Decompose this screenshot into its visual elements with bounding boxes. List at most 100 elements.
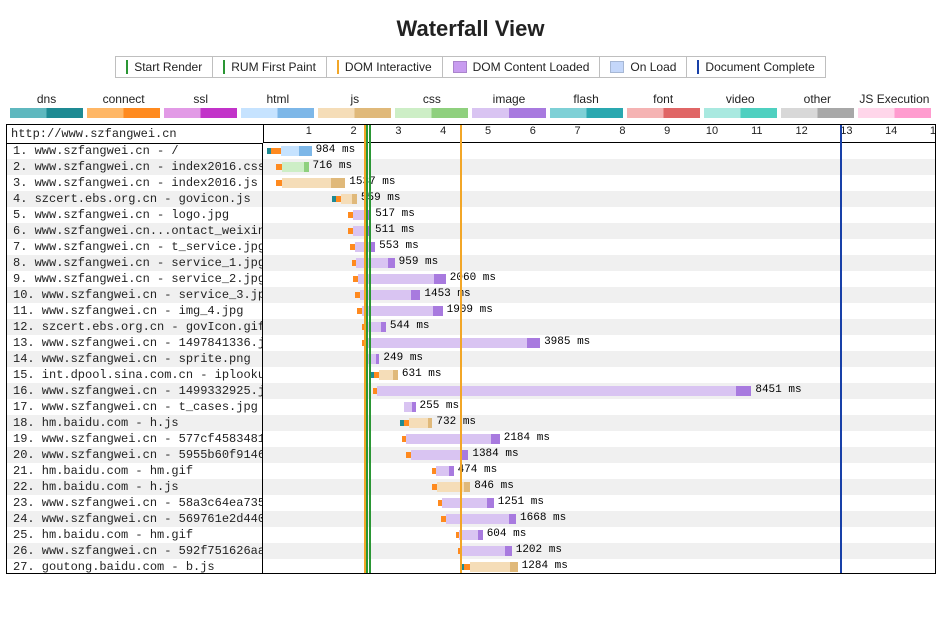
type-legend-bar — [627, 108, 700, 118]
timing-segment — [376, 354, 379, 364]
waterfall-row[interactable]: 8. www.szfangwei.cn - service_1.jpg959 m… — [7, 255, 935, 271]
type-legend-item: js — [318, 92, 391, 118]
timing-segment — [282, 178, 331, 188]
duration-label: 732 ms — [436, 416, 476, 428]
timing-segment — [404, 402, 412, 412]
axis-tick: 9 — [664, 125, 670, 137]
duration-label: 2060 ms — [450, 272, 496, 284]
timing-segment — [304, 162, 308, 172]
axis-tick: 14 — [885, 125, 897, 137]
timing-segment — [510, 562, 518, 572]
type-legend-label: connect — [87, 92, 160, 106]
timing-segment — [362, 306, 434, 316]
type-legend-item: other — [781, 92, 854, 118]
event-legend: Start Render RUM First Paint DOM Interacti… — [6, 56, 935, 78]
duration-label: 511 ms — [375, 224, 415, 236]
waterfall-row[interactable]: 14. www.szfangwei.cn - sprite.png249 ms — [7, 351, 935, 367]
legend-swatch — [126, 60, 128, 74]
waterfall-row[interactable]: 1. www.szfangwei.cn - /984 ms — [7, 143, 935, 159]
legend-label: DOM Content Loaded — [473, 60, 590, 74]
waterfall-row[interactable]: 21. hm.baidu.com - hm.gif474 ms — [7, 463, 935, 479]
waterfall-row[interactable]: 16. www.szfangwei.cn - 1499332925.jpg 845… — [7, 383, 935, 399]
row-label: 10. www.szfangwei.cn - service_3.jpg — [7, 287, 263, 303]
axis-tick: 4 — [440, 125, 446, 137]
axis-tick: 8 — [619, 125, 625, 137]
waterfall-row[interactable]: 2. www.szfangwei.cn - index2016.css716 m… — [7, 159, 935, 175]
row-label: 27. goutong.baidu.com - b.js — [7, 559, 263, 574]
row-label: 16. www.szfangwei.cn - 1499332925.jpg — [7, 383, 263, 399]
waterfall-row[interactable]: 24. www.szfangwei.cn - 569761e2d440a.jpg… — [7, 511, 935, 527]
timing-segment — [449, 466, 453, 476]
waterfall-row[interactable]: 10. www.szfangwei.cn - service_3.jpg 1453… — [7, 287, 935, 303]
page-url: http://www.szfangwei.cn — [7, 125, 263, 144]
duration-label: 1384 ms — [472, 448, 518, 460]
waterfall-row[interactable]: 15. int.dpool.sina.com.cn - iplookup.php… — [7, 367, 935, 383]
waterfall-row[interactable]: 25. hm.baidu.com - hm.gif604 ms — [7, 527, 935, 543]
waterfall-row[interactable]: 22. hm.baidu.com - h.js846 ms — [7, 479, 935, 495]
waterfall-row[interactable]: 23. www.szfangwei.cn - 58a3c64ea735d.jpg… — [7, 495, 935, 511]
type-legend-bar — [550, 108, 623, 118]
waterfall-row[interactable]: 20. www.szfangwei.cn - 5955b60f9146a.jpg… — [7, 447, 935, 463]
waterfall-row[interactable]: 17. www.szfangwei.cn - t_cases.jpg255 ms — [7, 399, 935, 415]
duration-label: 249 ms — [383, 352, 423, 364]
duration-label: 2184 ms — [504, 432, 550, 444]
axis-tick: 3 — [395, 125, 401, 137]
duration-label: 716 ms — [313, 160, 353, 172]
waterfall-row[interactable]: 11. www.szfangwei.cn - img_4.jpg1909 ms — [7, 303, 935, 319]
waterfall-row[interactable]: 12. szcert.ebs.org.cn - govIcon.gif544 m… — [7, 319, 935, 335]
type-legend-label: video — [704, 92, 777, 106]
waterfall-row[interactable]: 5. www.szfangwei.cn - logo.jpg517 ms — [7, 207, 935, 223]
type-legend-bar — [781, 108, 854, 118]
dom-interactive-line — [364, 125, 366, 574]
axis-tick: 5 — [485, 125, 491, 137]
row-label: 9. www.szfangwei.cn - service_2.jpg — [7, 271, 263, 287]
type-legend-label: flash — [550, 92, 623, 106]
duration-label: 3985 ms — [544, 336, 590, 348]
axis-tick: 11 — [751, 125, 762, 137]
waterfall-row[interactable]: 26. www.szfangwei.cn - 592f751626aa7.jpg… — [7, 543, 935, 559]
row-label: 12. szcert.ebs.org.cn - govIcon.gif — [7, 319, 263, 335]
duration-label: 1453 ms — [424, 288, 470, 300]
legend-label: On Load — [630, 60, 676, 74]
waterfall-row[interactable]: 4. szcert.ebs.org.cn - govicon.js559 ms — [7, 191, 935, 207]
type-legend-label: font — [627, 92, 700, 106]
row-label: 5. www.szfangwei.cn - logo.jpg — [7, 207, 263, 223]
timing-segment — [433, 306, 442, 316]
row-label: 1. www.szfangwei.cn - / — [7, 143, 263, 159]
type-legend-label: image — [472, 92, 545, 106]
axis-tick: 12 — [795, 125, 807, 137]
waterfall-row[interactable]: 7. www.szfangwei.cn - t_service.jpg553 m… — [7, 239, 935, 255]
row-label: 18. hm.baidu.com - h.js — [7, 415, 263, 431]
legend-swatch — [697, 60, 699, 74]
event-legend-item: RUM First Paint — [213, 56, 327, 78]
waterfall-row[interactable]: 9. www.szfangwei.cn - service_2.jpg 2060 … — [7, 271, 935, 287]
row-label: 11. www.szfangwei.cn - img_4.jpg — [7, 303, 263, 319]
waterfall-row[interactable]: 18. hm.baidu.com - h.js 732 ms — [7, 415, 935, 431]
type-legend-label: js — [318, 92, 391, 106]
duration-label: 8451 ms — [755, 384, 801, 396]
type-legend-label: JS Execution — [858, 92, 931, 106]
duration-label: 604 ms — [487, 528, 527, 540]
type-legend-bar — [704, 108, 777, 118]
type-legend-bar — [858, 108, 931, 118]
waterfall-row[interactable]: 13. www.szfangwei.cn - 1497841336.jpg398… — [7, 335, 935, 351]
timing-segment — [352, 194, 356, 204]
event-legend-item: Document Complete — [687, 56, 825, 78]
axis-tick: 6 — [530, 125, 536, 137]
timing-segment — [442, 498, 487, 508]
legend-label: Start Render — [134, 60, 202, 74]
waterfall-row[interactable]: 19. www.szfangwei.cn - 577cf4583481e.jpg… — [7, 431, 935, 447]
event-legend-item: Start Render — [115, 56, 213, 78]
waterfall-row[interactable]: 3. www.szfangwei.cn - index2016.js1537 m… — [7, 175, 935, 191]
waterfall-row[interactable]: 6. www.szfangwei.cn...ontact_weixin.jpg5… — [7, 223, 935, 239]
row-label: 15. int.dpool.sina.com.cn - iplookup.php — [7, 367, 263, 383]
legend-label: Document Complete — [705, 60, 814, 74]
event-legend-item: DOM Content Loaded — [443, 56, 601, 78]
timing-segment — [411, 450, 460, 460]
timing-segment — [434, 274, 446, 284]
type-legend-item: font — [627, 92, 700, 118]
type-legend: dnsconnectsslhtmljscssimageflashfontvide… — [6, 92, 935, 118]
waterfall-row[interactable]: 27. goutong.baidu.com - b.js1284 ms — [7, 559, 935, 574]
legend-label: DOM Interactive — [345, 60, 432, 74]
start-render-line — [366, 125, 368, 574]
